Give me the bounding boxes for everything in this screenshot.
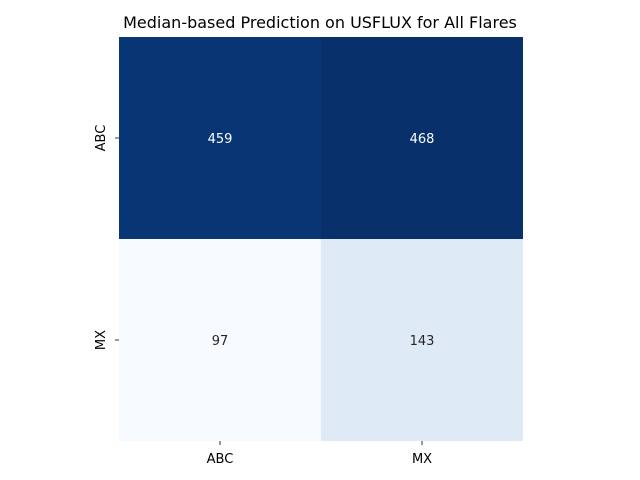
heatmap-cell-1-0 (119, 239, 321, 441)
cell-value-label: 459 (208, 132, 233, 147)
x-axis: ABC MX (207, 441, 432, 467)
y-tick-label: ABC (94, 125, 109, 152)
cell-value-label: 468 (410, 132, 435, 147)
cell-value-label: 97 (212, 334, 229, 349)
cell-value-label: 143 (410, 334, 435, 349)
heatmap-cells: 459 468 97 143 (119, 37, 523, 441)
heatmap-cell-1-1 (321, 239, 523, 441)
x-tick-label: ABC (207, 452, 234, 467)
x-tick-label: MX (412, 452, 432, 467)
y-axis: ABC MX (94, 125, 119, 350)
chart-title: Median-based Prediction on USFLUX for Al… (123, 13, 517, 32)
heatmap-cell-0-0 (119, 37, 321, 239)
heatmap-cell-0-1 (321, 37, 523, 239)
y-tick-label: MX (94, 330, 109, 350)
